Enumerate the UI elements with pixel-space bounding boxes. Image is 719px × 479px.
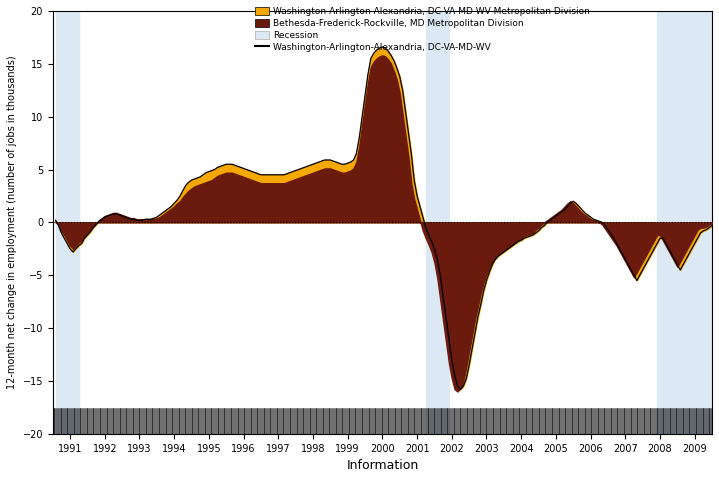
Legend: Washington-Arlington-Alexandria, DC-VA-MD-WV Metropolitan Division, Bethesda-Fre: Washington-Arlington-Alexandria, DC-VA-M… xyxy=(255,7,590,52)
Bar xyxy=(426,11,449,434)
Bar xyxy=(55,11,79,434)
X-axis label: Information: Information xyxy=(347,459,418,472)
Bar xyxy=(657,11,712,434)
Y-axis label: 12-month net change in employment (number of jobs in thousands): 12-month net change in employment (numbe… xyxy=(7,56,17,389)
